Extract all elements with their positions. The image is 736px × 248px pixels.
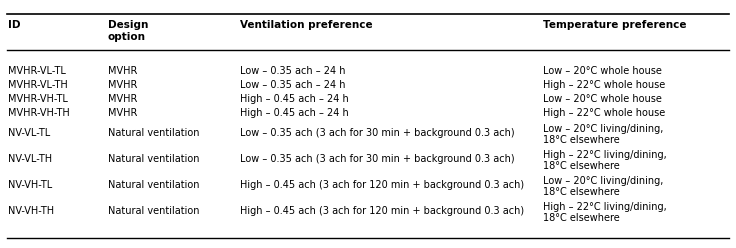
Text: High – 0.45 ach – 24 h: High – 0.45 ach – 24 h	[240, 94, 349, 104]
Text: NV-VH-TH: NV-VH-TH	[8, 206, 54, 216]
Text: Ventilation preference: Ventilation preference	[240, 20, 372, 30]
Text: 18°C elsewhere: 18°C elsewhere	[543, 161, 620, 171]
Text: High – 0.45 ach (3 ach for 120 min + background 0.3 ach): High – 0.45 ach (3 ach for 120 min + bac…	[240, 180, 524, 190]
Text: MVHR-VL-TH: MVHR-VL-TH	[8, 80, 68, 90]
Text: MVHR-VL-TL: MVHR-VL-TL	[8, 66, 66, 76]
Text: Low – 20°C living/dining,: Low – 20°C living/dining,	[543, 124, 663, 134]
Text: ID: ID	[8, 20, 21, 30]
Text: Low – 0.35 ach (3 ach for 30 min + background 0.3 ach): Low – 0.35 ach (3 ach for 30 min + backg…	[240, 128, 514, 138]
Text: NV-VH-TL: NV-VH-TL	[8, 180, 52, 190]
Text: MVHR: MVHR	[108, 108, 138, 118]
Text: Low – 20°C whole house: Low – 20°C whole house	[543, 94, 662, 104]
Text: Low – 20°C living/dining,: Low – 20°C living/dining,	[543, 176, 663, 186]
Text: High – 22°C whole house: High – 22°C whole house	[543, 108, 665, 118]
Text: High – 22°C whole house: High – 22°C whole house	[543, 80, 665, 90]
Text: Natural ventilation: Natural ventilation	[108, 128, 199, 138]
Text: Design
option: Design option	[108, 20, 149, 42]
Text: Natural ventilation: Natural ventilation	[108, 154, 199, 164]
Text: MVHR: MVHR	[108, 94, 138, 104]
Text: Temperature preference: Temperature preference	[543, 20, 687, 30]
Text: MVHR: MVHR	[108, 66, 138, 76]
Text: High – 22°C living/dining,: High – 22°C living/dining,	[543, 150, 667, 160]
Text: Natural ventilation: Natural ventilation	[108, 180, 199, 190]
Text: 18°C elsewhere: 18°C elsewhere	[543, 187, 620, 197]
Text: 18°C elsewhere: 18°C elsewhere	[543, 135, 620, 145]
Text: Natural ventilation: Natural ventilation	[108, 206, 199, 216]
Text: Low – 0.35 ach (3 ach for 30 min + background 0.3 ach): Low – 0.35 ach (3 ach for 30 min + backg…	[240, 154, 514, 164]
Text: MVHR-VH-TH: MVHR-VH-TH	[8, 108, 70, 118]
Text: Low – 20°C whole house: Low – 20°C whole house	[543, 66, 662, 76]
Text: Low – 0.35 ach – 24 h: Low – 0.35 ach – 24 h	[240, 80, 345, 90]
Text: MVHR-VH-TL: MVHR-VH-TL	[8, 94, 68, 104]
Text: NV-VL-TH: NV-VL-TH	[8, 154, 52, 164]
Text: MVHR: MVHR	[108, 80, 138, 90]
Text: High – 0.45 ach – 24 h: High – 0.45 ach – 24 h	[240, 108, 349, 118]
Text: NV-VL-TL: NV-VL-TL	[8, 128, 50, 138]
Text: High – 22°C living/dining,: High – 22°C living/dining,	[543, 202, 667, 212]
Text: 18°C elsewhere: 18°C elsewhere	[543, 213, 620, 223]
Text: High – 0.45 ach (3 ach for 120 min + background 0.3 ach): High – 0.45 ach (3 ach for 120 min + bac…	[240, 206, 524, 216]
Text: Low – 0.35 ach – 24 h: Low – 0.35 ach – 24 h	[240, 66, 345, 76]
